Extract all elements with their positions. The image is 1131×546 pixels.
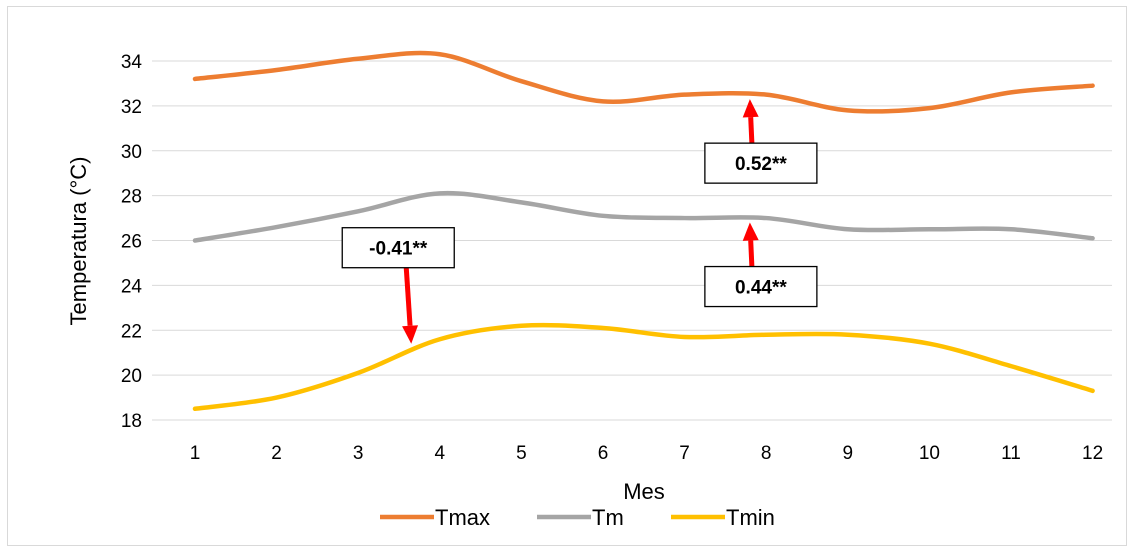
annotation-arrowhead bbox=[742, 99, 759, 118]
annotation-label: 0.44** bbox=[735, 278, 787, 299]
x-tick-labels: 1 2 3 4 5 6 7 8 9 10 11 12 bbox=[190, 443, 1103, 464]
annotation-arrowhead bbox=[402, 325, 419, 344]
y-tick-label: 22 bbox=[121, 321, 142, 342]
y-tick-label: 28 bbox=[121, 187, 142, 208]
legend: Tmax Tm Tmin bbox=[380, 505, 775, 530]
x-tick-label: 9 bbox=[843, 443, 854, 464]
x-tick-label: 3 bbox=[353, 443, 364, 464]
legend-label-tmin: Tmin bbox=[726, 505, 775, 530]
series-lines bbox=[192, 50, 1095, 412]
x-tick-label: 1 bbox=[190, 443, 201, 464]
annotation-arrow bbox=[748, 240, 755, 267]
series-line-tmax bbox=[192, 50, 1095, 114]
x-tick-label: 2 bbox=[271, 443, 282, 464]
y-tick-label: 18 bbox=[121, 411, 142, 432]
legend-label-tmax: Tmax bbox=[435, 505, 490, 530]
x-tick-label: 4 bbox=[435, 443, 446, 464]
annotation-box bbox=[704, 142, 818, 184]
annotation-label: -0.41** bbox=[369, 239, 428, 260]
annotation-arrow bbox=[748, 117, 755, 144]
x-axis-title: Mes bbox=[623, 479, 665, 504]
y-tick-label: 20 bbox=[121, 366, 142, 387]
x-tick-label: 10 bbox=[919, 443, 940, 464]
x-tick-label: 8 bbox=[761, 443, 772, 464]
series-line-tm bbox=[192, 190, 1095, 243]
y-tick-label: 26 bbox=[121, 232, 142, 253]
annotation-box bbox=[704, 265, 818, 308]
annotation-label: 0.52** bbox=[735, 154, 787, 175]
y-tick-label: 34 bbox=[121, 52, 143, 73]
y-tick-label: 24 bbox=[121, 276, 143, 297]
series-line-tmin bbox=[192, 322, 1095, 412]
annotations: -0.41** 0.44** 0.52** bbox=[341, 99, 818, 344]
y-tick-labels: 18 20 22 24 26 28 30 32 34 bbox=[121, 52, 143, 432]
y-axis-title: Temperatura (°C) bbox=[66, 157, 91, 326]
annotation-box bbox=[341, 227, 455, 269]
x-tick-label: 7 bbox=[679, 443, 690, 464]
x-tick-label: 5 bbox=[516, 443, 527, 464]
x-tick-label: 6 bbox=[598, 443, 609, 464]
x-tick-label: 11 bbox=[1001, 443, 1021, 464]
annotation-arrowhead bbox=[742, 222, 759, 241]
gridlines bbox=[152, 60, 1112, 421]
x-tick-label: 12 bbox=[1082, 443, 1103, 464]
y-tick-label: 32 bbox=[121, 97, 142, 118]
annotation-arrow bbox=[403, 267, 413, 326]
y-tick-label: 30 bbox=[121, 142, 142, 163]
legend-label-tm: Tm bbox=[592, 505, 624, 530]
